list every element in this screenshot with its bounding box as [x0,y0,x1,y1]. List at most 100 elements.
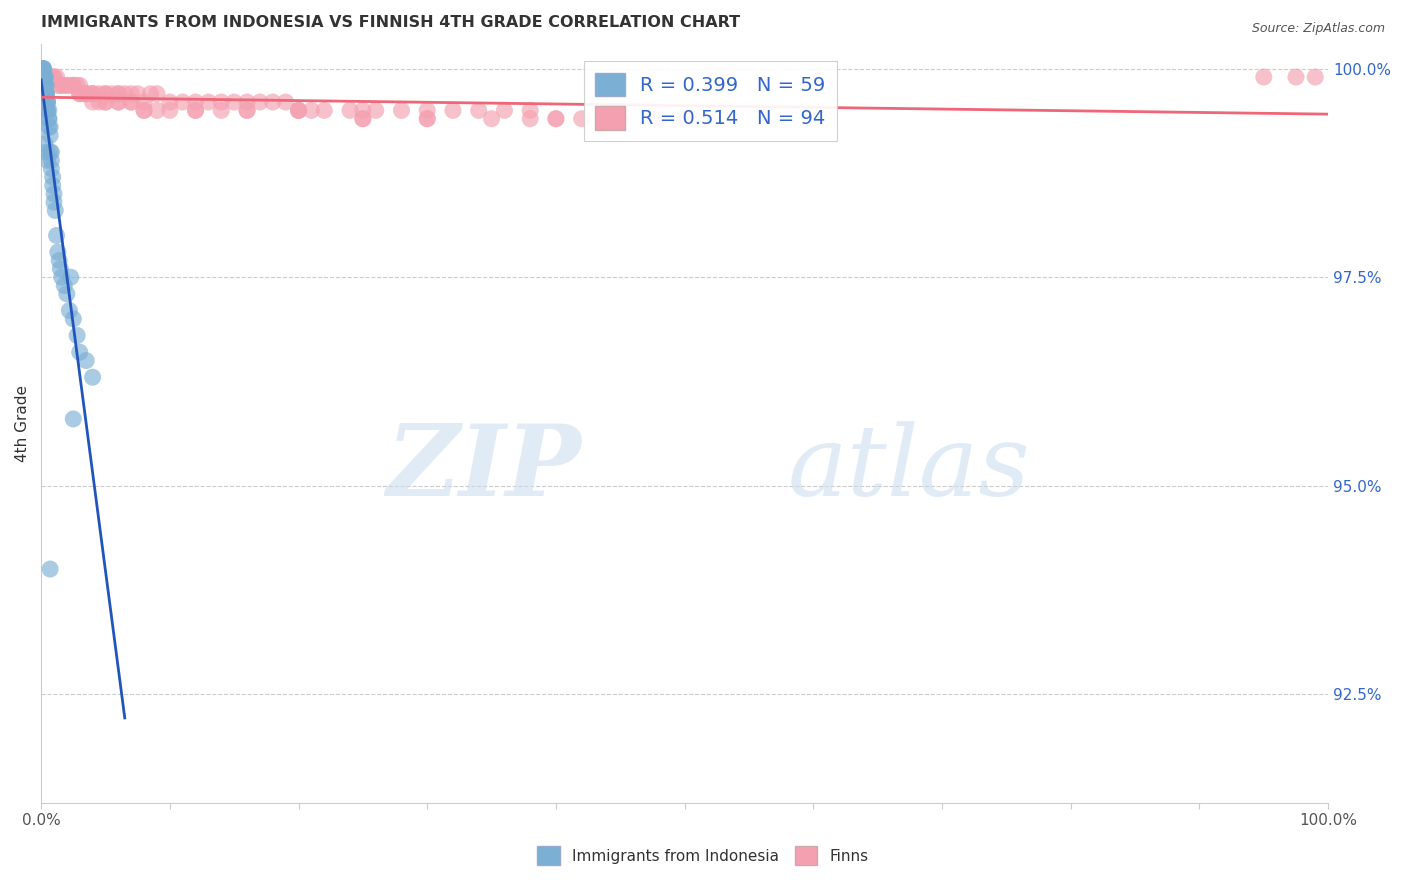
Point [1285,70,1308,84]
Point [299,103,322,118]
Text: Source: ZipAtlas.com: Source: ZipAtlas.com [1251,22,1385,36]
Point [59,270,82,285]
Point [120,95,142,109]
Point [209,103,232,118]
Point [32,62,55,76]
Point [72,87,94,101]
Text: atlas: atlas [787,421,1031,516]
Point [236,103,259,118]
Point [37,95,59,109]
Point [32,62,55,76]
Point [35,145,58,159]
Point [34,70,56,84]
Point [544,112,567,126]
Point [39,128,62,143]
Point [519,112,541,126]
Point [32,70,55,84]
Point [41,70,63,84]
Point [571,112,593,126]
Point [287,103,309,118]
Point [391,103,413,118]
Point [53,78,76,93]
Point [42,70,65,84]
Point [107,87,129,101]
Point [66,328,89,343]
Point [41,161,63,176]
Point [132,103,155,118]
Point [41,145,63,159]
Point [34,78,56,93]
Point [184,95,207,109]
Point [31,62,53,76]
Point [44,203,66,218]
Point [46,78,69,93]
Point [42,195,65,210]
Point [58,78,80,93]
Point [41,153,63,168]
Point [236,95,259,109]
Point [673,112,696,126]
Text: IMMIGRANTS FROM INDONESIA VS FINNISH 4TH GRADE CORRELATION CHART: IMMIGRANTS FROM INDONESIA VS FINNISH 4TH… [41,15,740,30]
Point [75,87,97,101]
Point [519,103,541,118]
Point [58,303,80,318]
Point [35,87,58,101]
Point [648,112,671,126]
Point [184,103,207,118]
Point [609,112,631,126]
Point [82,95,104,109]
Point [38,112,60,126]
Point [127,87,149,101]
Point [35,87,58,101]
Point [224,95,246,109]
Point [49,261,72,276]
Point [34,70,56,84]
Point [75,87,97,101]
Point [69,87,91,101]
Point [69,78,91,93]
Point [62,311,84,326]
Point [159,103,181,118]
Point [184,103,207,118]
Point [107,95,129,109]
Point [544,112,567,126]
Point [45,70,67,84]
Point [32,70,55,84]
Point [352,103,374,118]
Point [46,245,69,260]
Point [49,78,72,93]
Point [51,78,73,93]
Point [120,87,142,101]
Point [416,112,439,126]
Point [45,228,67,243]
Point [35,95,58,109]
Text: ZIP: ZIP [387,420,582,516]
Point [87,87,110,101]
Point [38,120,60,134]
Point [262,95,284,109]
Point [467,103,489,118]
Y-axis label: 4th Grade: 4th Grade [15,384,30,461]
Point [139,87,162,101]
Point [31,62,53,76]
Point [339,103,361,118]
Point [197,95,219,109]
Point [35,87,58,101]
Point [364,103,387,118]
Point [172,95,194,109]
Point [38,103,60,118]
Point [41,178,63,193]
Point [94,95,117,109]
Point [31,62,53,76]
Point [82,370,104,384]
Point [236,103,259,118]
Point [481,112,503,126]
Point [62,412,84,426]
Point [32,70,55,84]
Point [274,95,297,109]
Point [209,95,232,109]
Point [39,145,62,159]
Point [132,95,155,109]
Point [37,95,59,109]
Point [132,103,155,118]
